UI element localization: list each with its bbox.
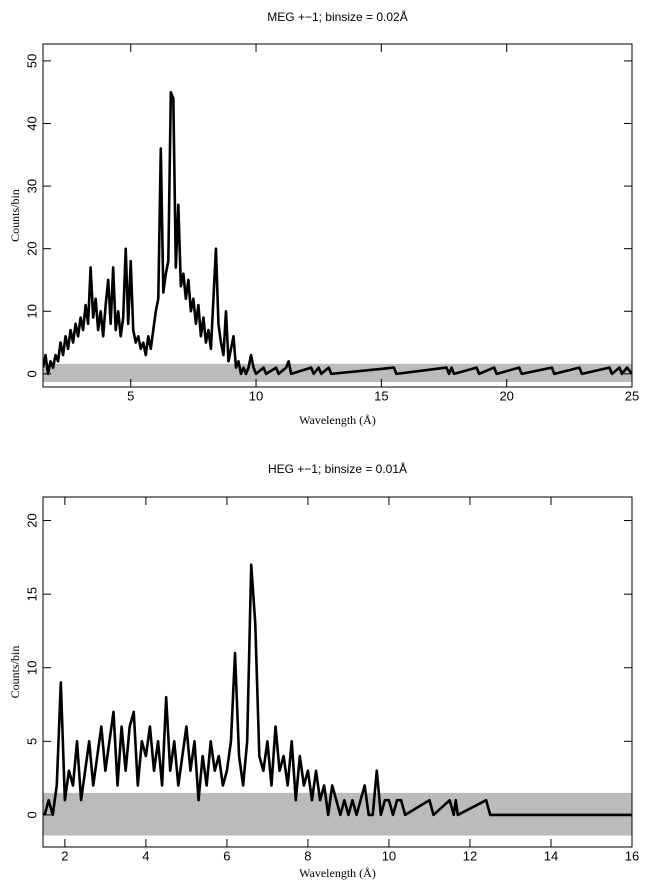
y-tick-label: 30: [24, 179, 39, 193]
spectrum-line: [43, 563, 632, 817]
y-tick-label: 0: [24, 811, 39, 818]
y-axis-label: Counts/bin: [8, 189, 22, 242]
plot-frame: [42, 43, 633, 388]
x-axis-label: Wavelength (Å): [299, 866, 376, 880]
x-tick-label: 5: [127, 388, 134, 403]
y-tick-label: 40: [24, 116, 39, 130]
y-tick-label: 20: [24, 241, 39, 255]
y-tick-label: 10: [24, 304, 39, 318]
spectrum-line: [43, 90, 632, 376]
plot-frame: [42, 496, 633, 848]
x-tick-label: 25: [625, 388, 639, 403]
x-tick-label: 15: [374, 388, 388, 403]
x-tick-label: 4: [142, 848, 149, 863]
x-tick-label: 2: [61, 848, 68, 863]
x-axis-label: Wavelength (Å): [299, 413, 376, 427]
y-tick-label: 0: [24, 370, 39, 377]
x-tick-label: 10: [249, 388, 263, 403]
y-tick-label: 10: [24, 660, 39, 674]
y-tick-label: 15: [24, 587, 39, 601]
x-tick-label: 8: [304, 848, 311, 863]
x-tick-label: 10: [382, 848, 396, 863]
y-tick-label: 20: [24, 513, 39, 527]
y-axis-label: Counts/bin: [8, 646, 22, 699]
chart-title: HEG +−1; binsize = 0.01Å: [268, 461, 407, 476]
chart-title: MEG +−1; binsize = 0.02Å: [267, 9, 407, 24]
x-tick-label: 16: [625, 848, 639, 863]
x-tick-label: 6: [223, 848, 230, 863]
x-tick-label: 20: [499, 388, 513, 403]
y-tick-label: 50: [24, 54, 39, 68]
x-tick-label: 14: [544, 848, 558, 863]
x-tick-label: 12: [463, 848, 477, 863]
y-tick-label: 5: [24, 738, 39, 745]
